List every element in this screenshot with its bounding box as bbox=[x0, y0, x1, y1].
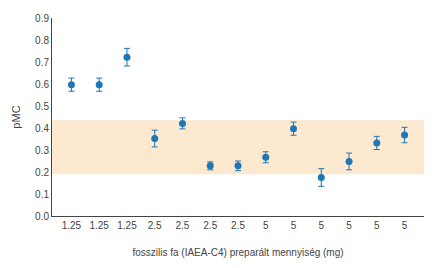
svg-text:5: 5 bbox=[318, 220, 324, 231]
svg-text:2.5: 2.5 bbox=[231, 220, 245, 231]
svg-text:2.5: 2.5 bbox=[203, 220, 217, 231]
svg-text:0.5: 0.5 bbox=[35, 101, 49, 112]
svg-text:0.1: 0.1 bbox=[35, 189, 49, 200]
svg-text:pMC: pMC bbox=[10, 105, 22, 128]
svg-text:0.4: 0.4 bbox=[35, 123, 49, 134]
svg-text:0.3: 0.3 bbox=[35, 145, 49, 156]
svg-text:5: 5 bbox=[346, 220, 352, 231]
svg-text:1.25: 1.25 bbox=[117, 220, 137, 231]
svg-text:2.5: 2.5 bbox=[176, 220, 190, 231]
svg-text:1.25: 1.25 bbox=[89, 220, 109, 231]
svg-text:0.2: 0.2 bbox=[35, 167, 49, 178]
svg-text:0.9: 0.9 bbox=[35, 13, 49, 24]
svg-text:5: 5 bbox=[402, 220, 408, 231]
svg-text:5: 5 bbox=[263, 220, 269, 231]
svg-text:0.8: 0.8 bbox=[35, 35, 49, 46]
svg-text:5: 5 bbox=[291, 220, 297, 231]
svg-text:5: 5 bbox=[374, 220, 380, 231]
svg-text:0.6: 0.6 bbox=[35, 79, 49, 90]
svg-text:1.25: 1.25 bbox=[62, 220, 82, 231]
svg-text:fosszilis fa (IAEA-C4) prepará: fosszilis fa (IAEA-C4) preparált mennyis… bbox=[132, 247, 343, 258]
svg-text:0.0: 0.0 bbox=[35, 211, 49, 222]
svg-text:0.7: 0.7 bbox=[35, 57, 49, 68]
svg-text:2.5: 2.5 bbox=[148, 220, 162, 231]
